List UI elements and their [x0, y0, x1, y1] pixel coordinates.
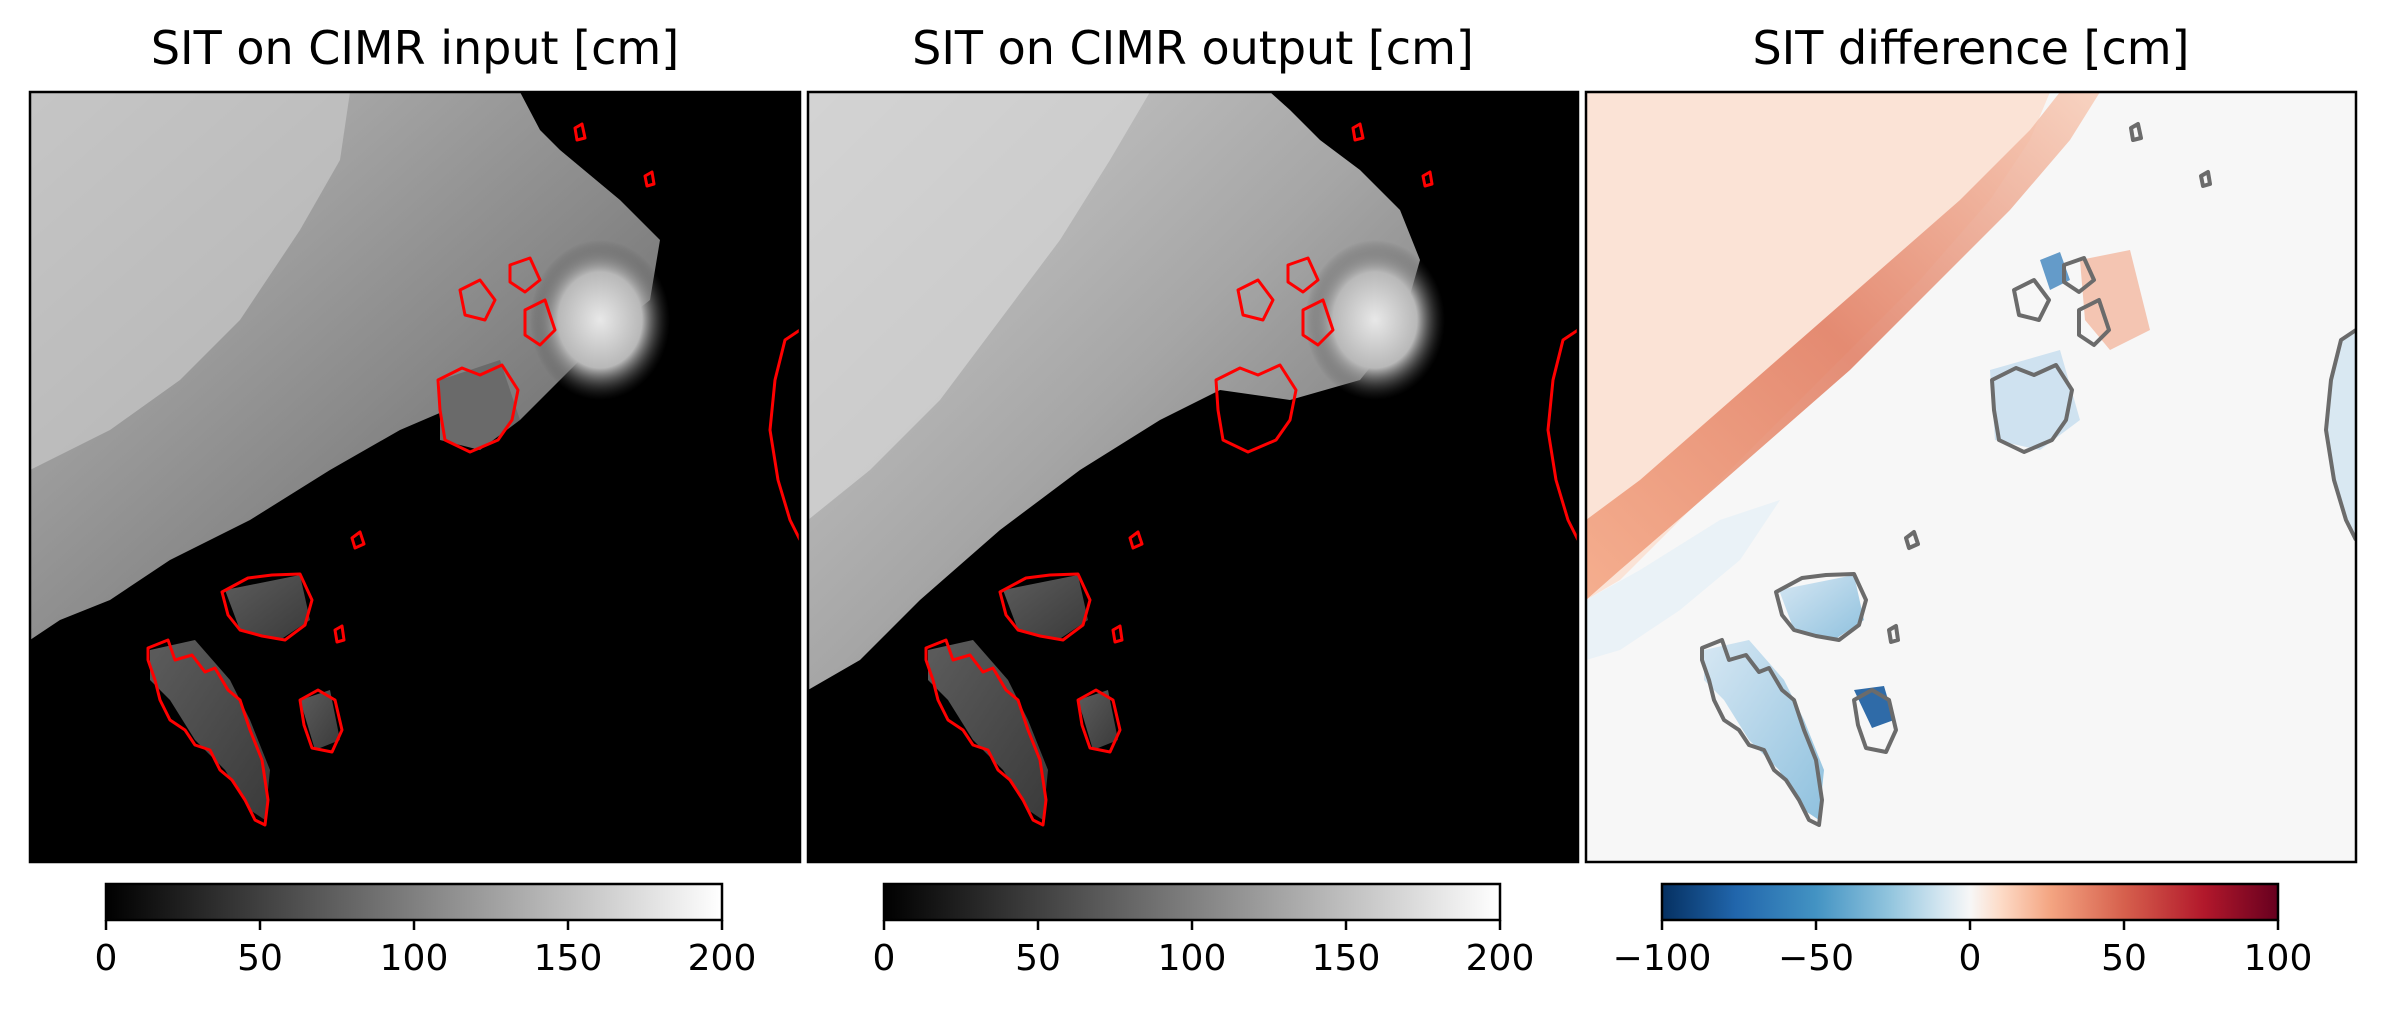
- colorbar-3-tick-label-0: −100: [1613, 938, 1712, 979]
- colorbar-2-tick-label-1: 50: [1015, 938, 1061, 979]
- colorbar-1-gradient: [106, 884, 722, 920]
- colorbar-2-tick-label-0: 0: [873, 938, 896, 979]
- colorbar-1-tick-label-4: 200: [688, 938, 757, 979]
- panel-2-coast-fjl-2: [1236, 256, 1335, 347]
- panel-1-coast-fjl-2: [458, 256, 557, 347]
- panel-1-frame: [28, 90, 802, 864]
- panel-2-frame: [806, 90, 1580, 864]
- panel-3-coast-fjl: [1990, 363, 2074, 454]
- panel-3-coastlines: [1700, 122, 2356, 827]
- panel-2-coast-svalbard-north: [998, 572, 1092, 642]
- colorbar-3: −100 −50 0 50 100: [1613, 882, 2313, 979]
- colorbar-2-ticks: 0 50 100 150 200: [873, 920, 1535, 979]
- panel-1-coast-svalbard-main: [146, 638, 270, 827]
- panel-2-coast-svalbard-east: [1076, 688, 1122, 754]
- colorbar-1: 0 50 100 150 200: [95, 882, 757, 979]
- colorbar-2-gradient: [884, 884, 1500, 920]
- panel-3-title: SIT difference [cm]: [1752, 21, 2189, 75]
- panel-2-coast-svalbard-main: [924, 638, 1048, 827]
- panel-3-coast-svalbard-north: [1774, 572, 1868, 642]
- panel-3-map: [1586, 92, 2356, 862]
- colorbar-1-ticks: 0 50 100 150 200: [95, 920, 757, 979]
- colorbar-2-tick-label-2: 100: [1158, 938, 1227, 979]
- colorbar-1-tick-label-0: 0: [95, 938, 118, 979]
- colorbar-3-ticks: −100 −50 0 50 100: [1613, 920, 2313, 979]
- panel-3-frame: [1584, 90, 2358, 864]
- colorbar-3-tick-label-2: 0: [1959, 938, 1982, 979]
- panel-1-title: SIT on CIMR input [cm]: [151, 21, 679, 75]
- panel-3-coast-svalbard-main: [1700, 638, 1824, 827]
- panel-1-coast-novaya: [768, 328, 800, 541]
- colorbar-1-tick-label-1: 50: [237, 938, 283, 979]
- panel-2-title: SIT on CIMR output [cm]: [912, 21, 1474, 75]
- panel-1-coast-svalbard-east: [298, 688, 344, 754]
- panel-3-svalbard-diff: [1704, 640, 1824, 820]
- panel-2-map: [808, 92, 1578, 862]
- colorbar-3-tick-label-1: −50: [1778, 938, 1854, 979]
- colorbar-1-tick-label-2: 100: [380, 938, 449, 979]
- panel-3-ice-edge-band: [1586, 92, 2100, 600]
- panel-3-coast-fjl-2: [2012, 256, 2111, 347]
- panel-1-coastlines: [146, 122, 800, 827]
- colorbar-3-tick-label-4: 100: [2244, 938, 2313, 979]
- panel-2-coastlines: [924, 122, 1578, 827]
- panel-2-coast-fjl: [1214, 363, 1298, 454]
- panel-2-coast-novaya: [1546, 328, 1578, 541]
- panel-1-map: [30, 92, 800, 862]
- colorbar-1-tick-label-3: 150: [534, 938, 603, 979]
- colorbar-2-tick-label-4: 200: [1466, 938, 1535, 979]
- panel-1-coast-fjl: [436, 363, 520, 454]
- panel-1-coast-svalbard-north: [220, 572, 314, 642]
- panel-3-coast-svalbard-east: [1852, 688, 1898, 754]
- colorbar-2: 0 50 100 150 200: [873, 882, 1535, 979]
- colorbar-3-gradient: [1662, 884, 2278, 920]
- colorbar-2-tick-label-3: 150: [1312, 938, 1381, 979]
- panel-3-coast-novaya: [2324, 328, 2356, 541]
- colorbar-3-tick-label-3: 50: [2101, 938, 2147, 979]
